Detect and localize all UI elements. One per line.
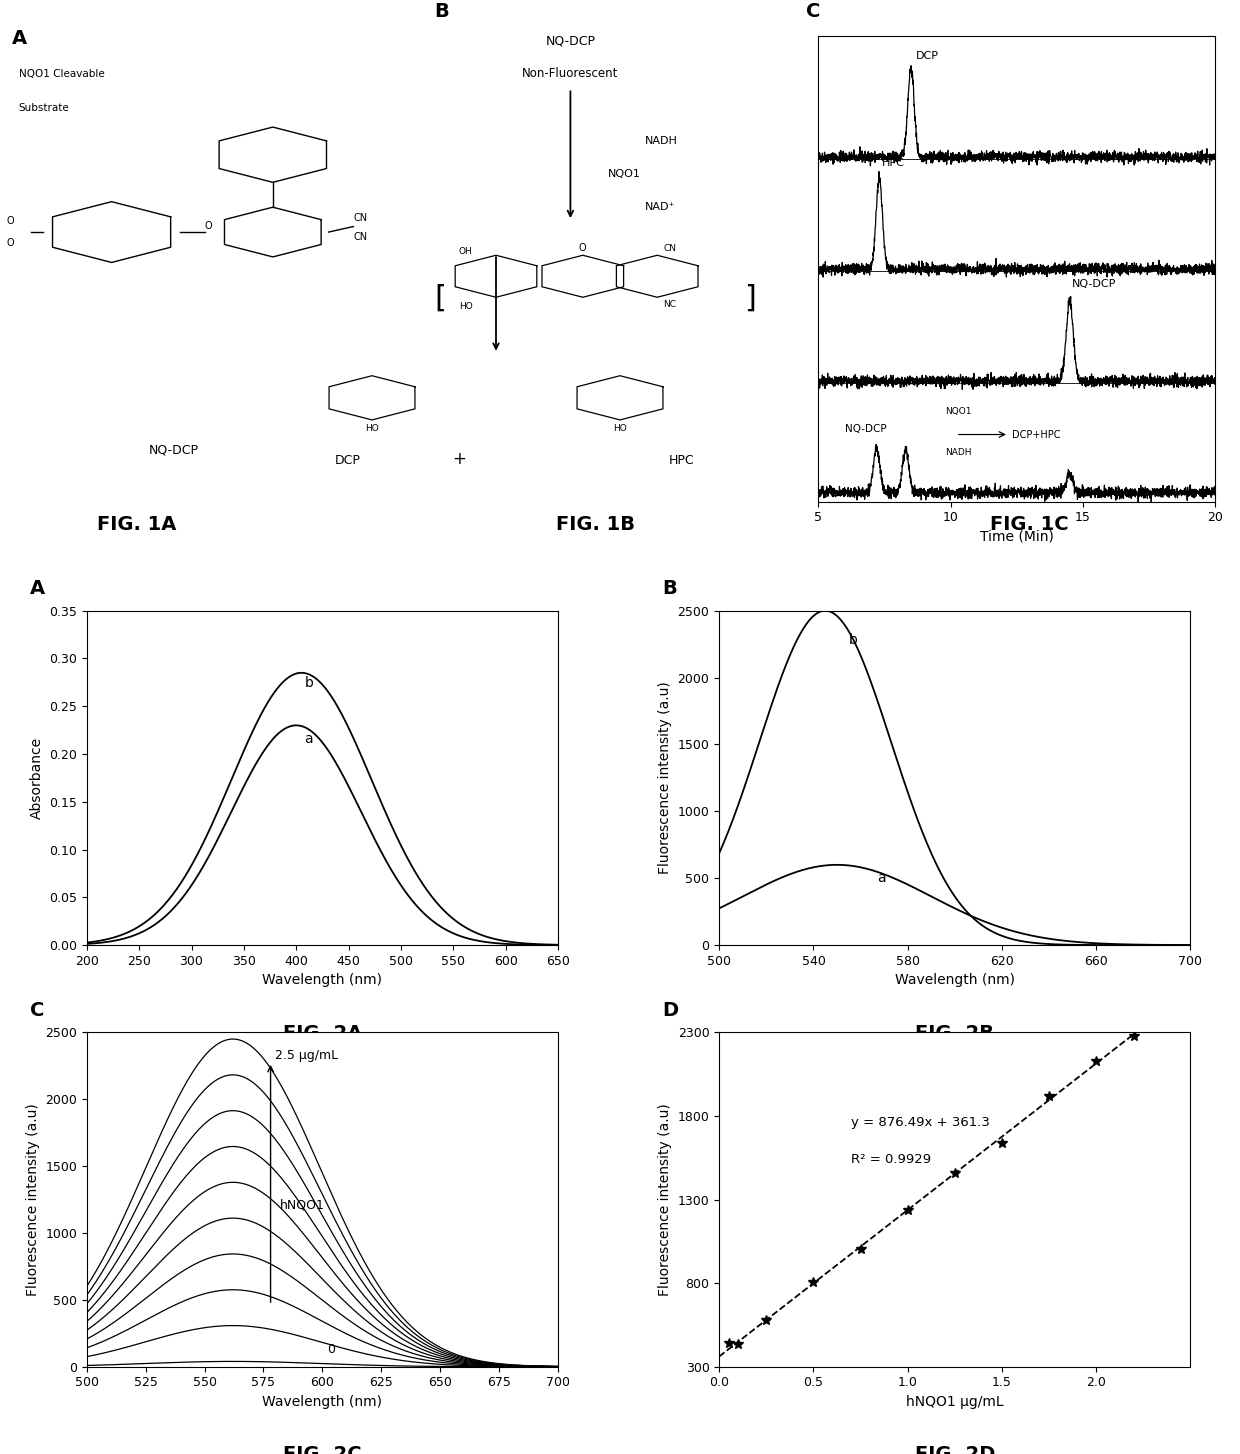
Text: B: B [434,1,449,20]
X-axis label: Wavelength (nm): Wavelength (nm) [895,973,1014,987]
Text: CN: CN [663,244,676,253]
X-axis label: Wavelength (nm): Wavelength (nm) [263,1394,382,1409]
Text: 2.5 μg/mL: 2.5 μg/mL [275,1048,339,1061]
Text: DCP+HPC: DCP+HPC [1012,429,1060,439]
Text: HO: HO [613,425,627,433]
Text: HO: HO [365,425,379,433]
Text: CN: CN [353,212,367,222]
Text: HPC: HPC [670,454,694,467]
Y-axis label: Fluorescence intensity (a.u): Fluorescence intensity (a.u) [658,682,672,874]
Text: NC: NC [663,300,676,308]
Text: C: C [806,1,821,20]
Text: O: O [6,238,14,247]
Text: ]: ] [744,284,756,313]
Text: O: O [6,215,14,225]
Text: NQO1: NQO1 [608,169,641,179]
Text: y = 876.49x + 361.3: y = 876.49x + 361.3 [851,1117,990,1128]
Y-axis label: Fluorescence intensity (a.u): Fluorescence intensity (a.u) [26,1104,40,1296]
Y-axis label: Fluorescence intensity (a.u): Fluorescence intensity (a.u) [658,1104,672,1296]
Text: OH: OH [459,247,472,256]
Text: HO: HO [459,302,472,311]
Text: B: B [662,579,677,598]
Text: D: D [662,1000,678,1019]
Text: FIG. 1B: FIG. 1B [556,515,635,535]
Text: b: b [849,632,858,647]
Text: FIG. 2C: FIG. 2C [283,1445,362,1454]
Text: NQO1: NQO1 [945,407,972,416]
Text: FIG. 2B: FIG. 2B [915,1024,994,1043]
Text: NQ-DCP: NQ-DCP [1073,279,1117,289]
Text: DCP: DCP [335,454,360,467]
Text: R² = 0.9929: R² = 0.9929 [851,1153,931,1166]
Text: NADH: NADH [645,135,678,145]
Text: a: a [305,731,314,746]
Text: Non-Fluorescent: Non-Fluorescent [522,67,619,80]
Text: O: O [205,221,212,231]
Text: NADH: NADH [945,448,972,457]
Text: NQ-DCP: NQ-DCP [546,35,595,47]
Text: HPC: HPC [882,158,905,169]
Text: [: [ [434,284,446,313]
Text: A: A [12,29,27,48]
Text: DCP: DCP [916,51,939,61]
Text: FIG. 1A: FIG. 1A [97,515,176,535]
Text: +: + [451,451,466,468]
X-axis label: Time (Min): Time (Min) [980,529,1054,544]
X-axis label: Wavelength (nm): Wavelength (nm) [263,973,382,987]
Text: Substrate: Substrate [19,102,69,112]
Text: a: a [877,871,885,885]
Text: NAD⁺: NAD⁺ [645,202,675,212]
Text: FIG. 2A: FIG. 2A [283,1024,362,1043]
Text: b: b [305,676,314,691]
Text: NQ-DCP: NQ-DCP [149,443,198,457]
Text: NQO1 Cleavable: NQO1 Cleavable [19,70,104,80]
Text: NQ-DCP: NQ-DCP [844,425,887,435]
Text: O: O [579,243,587,253]
Text: CN: CN [353,233,367,243]
Text: C: C [30,1000,45,1019]
Text: A: A [30,579,46,598]
Text: 0: 0 [327,1343,335,1357]
Text: FIG. 1C: FIG. 1C [990,515,1069,535]
Text: hNQO1: hNQO1 [280,1198,325,1211]
Text: FIG. 2D: FIG. 2D [915,1445,994,1454]
X-axis label: hNQO1 μg/mL: hNQO1 μg/mL [906,1394,1003,1409]
Y-axis label: Absorbance: Absorbance [30,737,43,819]
